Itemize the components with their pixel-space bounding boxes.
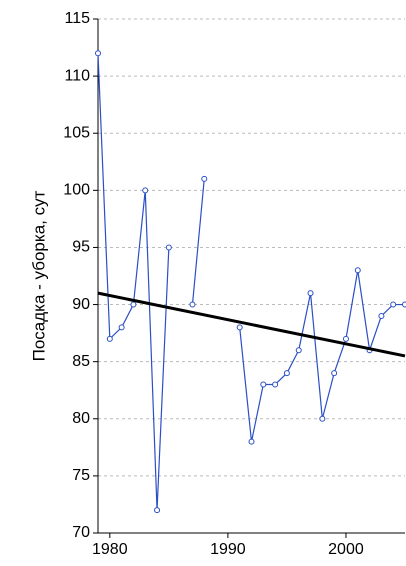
x-tick-label: 2000 [328,541,364,558]
x-tick-label: 1980 [92,541,128,558]
point [307,290,314,297]
y-tick-label: 100 [63,182,90,199]
point [106,335,113,342]
point [342,335,349,342]
y-tick-label: 85 [72,353,90,370]
point [260,381,267,388]
point [189,301,196,308]
point [236,324,243,331]
y-tick-label: 115 [64,10,90,27]
point [272,381,279,388]
point [402,301,406,308]
y-tick-label: 75 [72,467,90,484]
point [295,347,302,354]
point [248,438,255,445]
point [165,244,172,251]
point [283,370,290,377]
point [95,50,101,57]
point [130,301,137,308]
point [378,312,385,319]
y-tick-label: 110 [64,67,90,84]
y-tick-label: 80 [72,410,90,427]
point [118,324,125,331]
point [331,370,338,377]
y-axis-label: Посадка - уборка, сут [29,190,48,361]
x-tick-label: 1990 [210,541,246,558]
y-tick-label: 95 [72,239,90,256]
y-tick-label: 90 [72,296,90,313]
y-tick-label: 105 [63,124,90,141]
point [154,507,161,514]
y-tick-label: 70 [72,524,90,541]
point [142,187,149,194]
point [390,301,397,308]
point [354,267,361,274]
point [201,175,208,182]
point [319,415,326,422]
trend-line [97,291,406,358]
